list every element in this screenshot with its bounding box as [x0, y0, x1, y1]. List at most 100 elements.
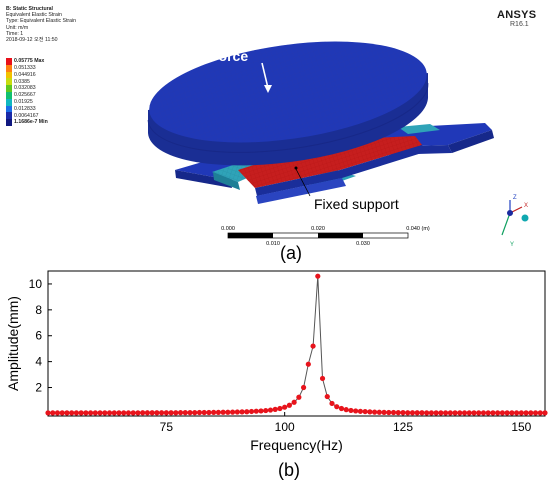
- legend-swatch: [6, 119, 12, 126]
- header-line: Equivalent Elastic Strain: [6, 12, 62, 19]
- data-point: [92, 410, 98, 416]
- legend-label: 0.051333: [14, 65, 36, 72]
- legend-swatch: [6, 85, 12, 92]
- triad-z-label: Z: [513, 195, 517, 201]
- data-point: [121, 410, 127, 416]
- data-point: [433, 410, 439, 416]
- axis-triad: Z X Y: [501, 195, 529, 248]
- legend-label: 0.0064167: [14, 112, 39, 119]
- legend-entry: 0.044916: [6, 71, 126, 79]
- panel-b-label: (b): [278, 460, 300, 480]
- data-point: [73, 410, 79, 416]
- ansys-logo: ANSYS: [497, 9, 537, 21]
- data-point: [381, 409, 387, 415]
- data-point: [480, 410, 487, 416]
- data-point: [116, 410, 122, 416]
- data-point: [215, 409, 221, 415]
- data-point: [291, 399, 297, 405]
- legend-swatch: [6, 71, 12, 79]
- data-point: [282, 404, 288, 410]
- triad-x-label: X: [524, 203, 528, 209]
- force-callout: Force: [210, 48, 249, 64]
- data-point: [348, 407, 354, 414]
- data-point: [83, 410, 89, 416]
- legend-entry: 1.1686e-7 Min: [6, 119, 126, 126]
- data-point: [514, 410, 520, 416]
- y-tick-label: 2: [35, 381, 42, 395]
- y-tick-label: 6: [35, 329, 42, 343]
- data-point: [532, 410, 539, 416]
- frequency-response-panel: 75 100 125 150 2 4 6 8 10 Frequency(Hz) Amplitude(…: [0, 268, 550, 486]
- x-tick-label: 125: [393, 420, 413, 434]
- data-point: [400, 410, 406, 416]
- data-point: [159, 410, 165, 416]
- data-point: [45, 410, 51, 416]
- data-point: [192, 410, 198, 416]
- legend-label: 1.1686e-7 Min: [14, 119, 48, 126]
- force-arrow: [261, 62, 272, 93]
- data-point: [263, 407, 269, 414]
- data-point: [173, 410, 179, 416]
- data-point: [476, 410, 482, 416]
- x-tick-label: 150: [511, 420, 531, 434]
- data-point: [390, 409, 397, 416]
- scale-bar: 0.000 0.020 0.040 (m) 0.010 0.030: [221, 226, 430, 247]
- data-point: [409, 410, 416, 416]
- scale-label-020: 0.020: [311, 226, 325, 232]
- data-point: [59, 410, 65, 416]
- data-point: [461, 410, 468, 416]
- data-point: [367, 409, 373, 415]
- y-tick-label: 4: [35, 355, 42, 369]
- data-point: [97, 410, 103, 416]
- data-point: [353, 408, 359, 414]
- data-point: [182, 410, 188, 416]
- legend-label: 0.01925: [14, 99, 33, 106]
- fixed-support-callout: Fixed support: [314, 196, 399, 212]
- data-point: [50, 410, 56, 416]
- data-point: [64, 410, 70, 416]
- header-line: 2018-09-12 오전 11:50: [6, 37, 58, 44]
- data-point: [149, 410, 155, 416]
- triad-y-label: Y: [510, 242, 514, 248]
- data-point: [272, 406, 278, 412]
- legend-swatch: [6, 105, 12, 113]
- legend-entry: 0.05775 Max: [6, 58, 126, 65]
- data-point: [253, 408, 259, 414]
- data-point: [499, 410, 505, 416]
- data-point: [319, 375, 326, 382]
- data-point: [234, 409, 240, 415]
- data-point: [140, 410, 146, 416]
- header-line: Type: Equivalent Elastic Strain: [6, 18, 77, 25]
- data-point: [106, 410, 113, 416]
- data-point: [225, 409, 231, 415]
- scale-label-030: 0.030: [356, 241, 370, 247]
- disk-mass: [147, 41, 429, 166]
- legend-swatch: [6, 91, 12, 99]
- data-point: [395, 410, 401, 416]
- legend-entry: 0.0064167: [6, 112, 126, 120]
- data-point: [523, 410, 529, 416]
- legend-swatch: [6, 98, 12, 106]
- data-point: [405, 410, 411, 416]
- result-header: B: Static Structural Equivalent Elastic S…: [6, 6, 126, 43]
- legend-swatch: [6, 58, 12, 65]
- legend-label: 0.012833: [14, 105, 36, 112]
- legend-entry: 0.012833: [6, 105, 126, 113]
- data-point: [78, 410, 84, 416]
- data-point: [135, 410, 141, 416]
- data-point: [69, 410, 75, 416]
- data-point: [102, 410, 108, 416]
- color-legend: 0.05775 Max 0.051333 0.044916 0.0385 0.03208…: [6, 58, 126, 126]
- legend-label: 0.05775 Max: [14, 58, 45, 65]
- plot-frame: [47, 270, 546, 417]
- legend-label: 0.044916: [14, 71, 36, 78]
- fea-result-panel: B: Static Structural Equivalent Elastic S…: [6, 6, 537, 263]
- x-axis-label: Frequency(Hz): [250, 437, 343, 453]
- y-tick-label: 10: [29, 277, 43, 291]
- y-axis-label: Amplitude(mm): [5, 296, 21, 391]
- data-point: [248, 408, 255, 415]
- data-point: [386, 409, 392, 416]
- data-point: [168, 410, 174, 416]
- data-point: [310, 343, 316, 349]
- data-point: [443, 410, 449, 416]
